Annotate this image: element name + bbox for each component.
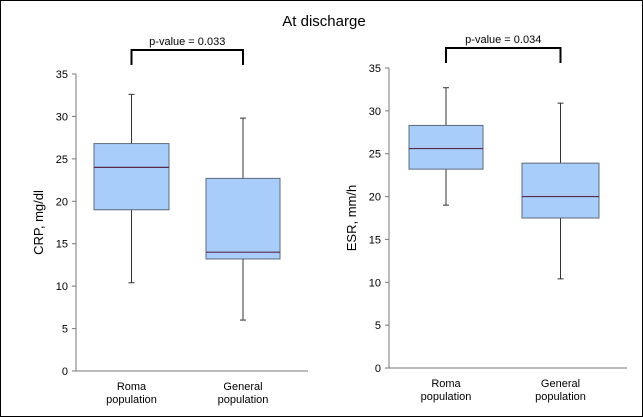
- y-tick-label: 35: [369, 63, 381, 75]
- x-category-label-line: population: [421, 391, 472, 403]
- iqr-box: [93, 143, 170, 211]
- x-category-label-line: Roma: [117, 381, 147, 393]
- x-category-label: Roma population: [106, 381, 157, 406]
- y-tick-label: 20: [369, 192, 381, 204]
- y-axis-label: CRP, mg/dl: [31, 190, 46, 255]
- y-tick-label: 0: [62, 366, 68, 378]
- y-tick-label: 15: [56, 239, 68, 251]
- x-category-label-line: General: [223, 381, 262, 393]
- x-category-label-line: General: [541, 378, 580, 390]
- p-value-label: p-value = 0.033: [149, 36, 225, 48]
- x-category-label: General population: [535, 378, 586, 403]
- iqr-box: [521, 162, 600, 219]
- x-category-label: Roma population: [421, 378, 472, 403]
- y-tick-label: 30: [56, 111, 68, 123]
- y-tick-label: 5: [62, 324, 68, 336]
- y-tick-label: 30: [369, 106, 381, 118]
- x-category-label-line: Roma: [431, 378, 461, 390]
- significance-bracket: [130, 49, 244, 65]
- y-tick-label: 15: [369, 234, 381, 246]
- iqr-box: [205, 177, 281, 260]
- y-tick-label: 25: [369, 149, 381, 161]
- iqr-box: [408, 124, 484, 170]
- p-value-label: p-value = 0.034: [465, 34, 541, 46]
- y-tick-label: 20: [56, 196, 68, 208]
- x-category-label-line: population: [218, 394, 269, 406]
- y-tick-label: 25: [56, 154, 68, 166]
- y-tick-label: 35: [56, 69, 68, 81]
- figure-title: At discharge: [282, 13, 365, 30]
- x-category-label: General population: [218, 381, 269, 406]
- x-category-label-line: population: [535, 391, 586, 403]
- y-tick-label: 0: [375, 363, 381, 375]
- x-category-label-line: population: [106, 394, 157, 406]
- y-tick-label: 10: [369, 277, 381, 289]
- y-tick-label: 5: [375, 320, 381, 332]
- y-tick-label: 10: [56, 281, 68, 293]
- significance-bracket: [445, 47, 562, 63]
- y-axis-label: ESR, mm/h: [344, 185, 359, 251]
